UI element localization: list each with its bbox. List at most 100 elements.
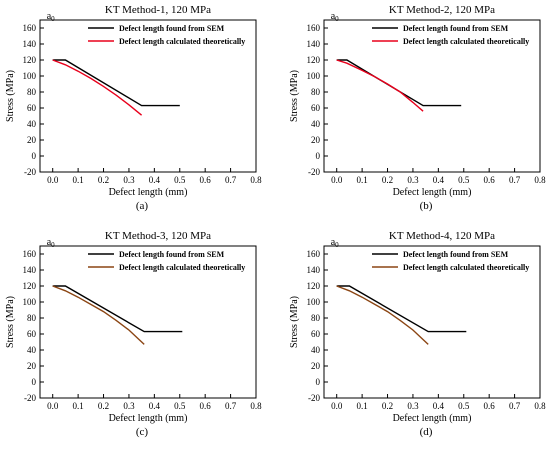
- x-tick-label: 0.1: [72, 401, 83, 411]
- a0-label: a0: [47, 11, 55, 23]
- x-tick-label: 0.7: [509, 175, 521, 185]
- x-tick-label: 0.0: [47, 401, 59, 411]
- a0-label-main: a: [47, 237, 52, 248]
- series-line-1: [52, 59, 180, 107]
- panel-title: KT Method-4, 120 MPa: [389, 230, 495, 242]
- y-tick-label: 140: [23, 265, 37, 275]
- x-tick-label: 0.2: [382, 175, 393, 185]
- x-tick-label: 0.2: [382, 401, 393, 411]
- x-tick-label: 0.3: [407, 401, 419, 411]
- y-tick-label: 0: [316, 151, 321, 161]
- series-line-1: [52, 285, 183, 333]
- y-tick-label: 160: [307, 23, 321, 33]
- panel-caption: (a): [136, 200, 149, 212]
- x-tick-label: 0.3: [407, 175, 419, 185]
- x-tick-label: 0.3: [123, 175, 135, 185]
- y-tick-label: 120: [307, 281, 321, 291]
- y-tick-label: -20: [308, 167, 320, 177]
- y-tick-label: 0: [316, 377, 321, 387]
- series-line-2: [336, 59, 424, 112]
- legend-label-2: Defect length calculated theoretically: [403, 263, 529, 272]
- panel-title: KT Method-1, 120 MPa: [105, 4, 211, 16]
- x-axis-label: Defect length (mm): [393, 187, 472, 198]
- chart-panel-3: KT Method-3, 120 MPaa0-20020406080100120…: [5, 230, 262, 438]
- legend-label-1: Defect length found from SEM: [403, 250, 509, 259]
- y-axis-label: Stress (MPa): [5, 296, 16, 348]
- legend-label-1: Defect length found from SEM: [119, 24, 225, 33]
- y-tick-label: 40: [311, 119, 321, 129]
- x-tick-label: 0.6: [484, 401, 496, 411]
- plot-frame: [39, 245, 257, 399]
- y-tick-label: 140: [307, 39, 321, 49]
- a0-label: a0: [47, 237, 55, 249]
- x-tick-label: 0.6: [484, 175, 496, 185]
- x-tick-label: 0.5: [458, 401, 470, 411]
- x-tick-label: 0.7: [225, 175, 237, 185]
- x-tick-label: 0.8: [250, 175, 262, 185]
- x-tick-label: 0.8: [534, 401, 546, 411]
- y-tick-label: 160: [23, 23, 37, 33]
- x-tick-label: 0.5: [458, 175, 470, 185]
- plot-frame: [39, 19, 257, 173]
- x-tick-label: 0.7: [225, 401, 237, 411]
- y-tick-label: 0: [32, 151, 37, 161]
- y-tick-label: 160: [23, 249, 37, 259]
- series-line-2: [52, 285, 145, 345]
- panel-title: KT Method-3, 120 MPa: [105, 230, 211, 242]
- x-tick-label: 0.4: [433, 175, 445, 185]
- chart-panel-1: KT Method-1, 120 MPaa0-20020406080100120…: [5, 4, 262, 212]
- panel-caption: (b): [420, 200, 433, 212]
- y-tick-label: 120: [307, 55, 321, 65]
- legend-label-2: Defect length calculated theoretically: [403, 37, 529, 46]
- a0-label: a0: [331, 237, 339, 249]
- a0-label-main: a: [331, 11, 336, 22]
- y-tick-label: 160: [307, 249, 321, 259]
- x-tick-label: 0.6: [200, 401, 212, 411]
- y-tick-label: 100: [307, 297, 321, 307]
- x-tick-label: 0.0: [47, 175, 59, 185]
- x-tick-label: 0.6: [200, 175, 212, 185]
- x-tick-label: 0.8: [534, 175, 546, 185]
- y-tick-label: 100: [23, 297, 37, 307]
- panel-caption: (c): [136, 426, 149, 438]
- plot-frame: [323, 19, 541, 173]
- y-tick-label: 80: [27, 87, 37, 97]
- x-tick-label: 0.5: [174, 175, 186, 185]
- x-tick-label: 0.2: [98, 401, 109, 411]
- x-tick-label: 0.7: [509, 401, 521, 411]
- y-tick-label: 20: [27, 361, 37, 371]
- legend-label-1: Defect length found from SEM: [403, 24, 509, 33]
- y-tick-label: -20: [308, 393, 320, 403]
- legend-label-2: Defect length calculated theoretically: [119, 37, 245, 46]
- a0-label-subscript: 0: [51, 241, 55, 249]
- a0-label-main: a: [331, 237, 336, 248]
- x-axis-label: Defect length (mm): [109, 413, 188, 424]
- y-tick-label: 20: [311, 135, 321, 145]
- a0-label-subscript: 0: [335, 15, 339, 23]
- a0-label-subscript: 0: [51, 15, 55, 23]
- y-tick-label: 60: [311, 329, 321, 339]
- x-tick-label: 0.0: [331, 401, 343, 411]
- x-axis-label: Defect length (mm): [109, 187, 188, 198]
- series-line-2: [336, 285, 429, 345]
- y-tick-label: 80: [311, 313, 321, 323]
- y-tick-label: -20: [24, 393, 36, 403]
- panel-caption: (d): [420, 426, 433, 438]
- x-tick-label: 0.0: [331, 175, 343, 185]
- y-tick-label: 80: [27, 313, 37, 323]
- y-tick-label: 60: [27, 329, 37, 339]
- y-tick-label: 100: [307, 71, 321, 81]
- y-tick-label: 0: [32, 377, 37, 387]
- x-tick-label: 0.3: [123, 401, 135, 411]
- y-tick-label: 60: [311, 103, 321, 113]
- x-tick-label: 0.1: [356, 175, 367, 185]
- y-tick-label: 120: [23, 281, 37, 291]
- x-tick-label: 0.4: [433, 401, 445, 411]
- legend-label-1: Defect length found from SEM: [119, 250, 225, 259]
- a0-label-main: a: [47, 11, 52, 22]
- x-tick-label: 0.1: [356, 401, 367, 411]
- chart-panel-2: KT Method-2, 120 MPaa0-20020406080100120…: [289, 4, 546, 212]
- a0-label: a0: [331, 11, 339, 23]
- y-tick-label: 100: [23, 71, 37, 81]
